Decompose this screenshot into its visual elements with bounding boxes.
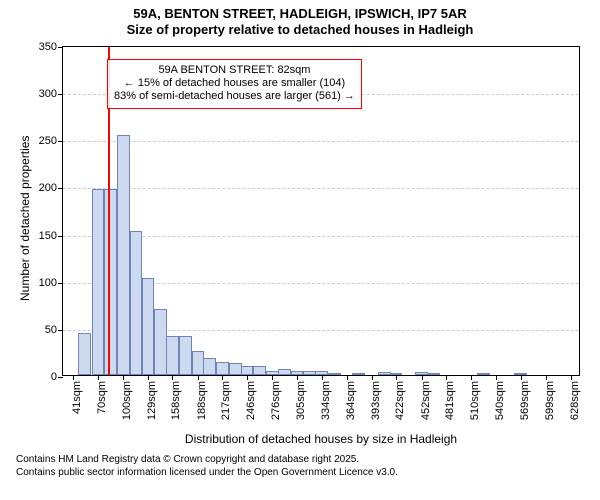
title-line-2: Size of property relative to detached ho… [0, 22, 600, 38]
histogram-bar [78, 333, 91, 375]
x-tick-mark [446, 375, 447, 380]
x-tick-mark [123, 375, 124, 380]
y-tick-label: 50 [45, 324, 63, 336]
histogram-bar [192, 351, 205, 375]
histogram-bar [179, 336, 192, 375]
x-tick-mark [496, 375, 497, 380]
footer-block: Contains HM Land Registry data © Crown c… [0, 454, 398, 479]
x-tick-label: 217sqm [220, 381, 232, 420]
x-tick-label: 452sqm [420, 381, 432, 420]
x-tick-label: 540sqm [494, 381, 506, 420]
title-block: 59A, BENTON STREET, HADLEIGH, IPSWICH, I… [0, 0, 600, 37]
histogram-bar [130, 231, 143, 375]
x-tick-label: 70sqm [96, 381, 108, 414]
histogram-bar [378, 372, 391, 375]
x-tick-mark [422, 375, 423, 380]
y-axis-title: Number of detached properties [18, 136, 32, 301]
x-tick-mark [98, 375, 99, 380]
y-tick-label: 100 [39, 277, 63, 289]
histogram-bar [266, 371, 279, 375]
histogram-bar [142, 278, 155, 375]
title-line-1: 59A, BENTON STREET, HADLEIGH, IPSWICH, I… [0, 6, 600, 22]
x-tick-label: 569sqm [519, 381, 531, 420]
annotation-box: 59A BENTON STREET: 82sqm← 15% of detache… [107, 59, 362, 109]
annotation-line: 59A BENTON STREET: 82sqm [114, 64, 355, 77]
gridline-h [63, 141, 579, 142]
chart-container: 59A, BENTON STREET, HADLEIGH, IPSWICH, I… [0, 0, 600, 500]
y-tick-label: 150 [39, 230, 63, 242]
x-tick-mark [372, 375, 373, 380]
histogram-bar [352, 373, 365, 375]
x-tick-mark [471, 375, 472, 380]
x-tick-mark [73, 375, 74, 380]
x-tick-label: 628sqm [569, 381, 581, 420]
plot-area: 05010015020025030035041sqm70sqm100sqm129… [62, 46, 580, 376]
histogram-bar [253, 366, 266, 375]
x-tick-label: 305sqm [295, 381, 307, 420]
x-tick-label: 129sqm [146, 381, 158, 420]
histogram-bar [514, 373, 527, 375]
x-tick-label: 41sqm [71, 381, 83, 414]
y-tick-label: 0 [51, 371, 63, 383]
x-tick-mark [172, 375, 173, 380]
x-tick-label: 422sqm [394, 381, 406, 420]
x-tick-mark [198, 375, 199, 380]
histogram-bar [154, 309, 167, 375]
histogram-bar [241, 366, 254, 375]
x-tick-mark [546, 375, 547, 380]
footer-line-1: Contains HM Land Registry data © Crown c… [16, 454, 398, 467]
x-tick-label: 510sqm [469, 381, 481, 420]
histogram-bar [328, 373, 341, 375]
x-tick-mark [322, 375, 323, 380]
x-tick-label: 188sqm [196, 381, 208, 420]
x-tick-label: 599sqm [544, 381, 556, 420]
x-tick-mark [222, 375, 223, 380]
x-tick-label: 364sqm [345, 381, 357, 420]
footer-line-2: Contains public sector information licen… [16, 467, 398, 480]
histogram-bar [415, 372, 428, 375]
x-tick-label: 158sqm [170, 381, 182, 420]
y-tick-label: 200 [39, 182, 63, 194]
y-tick-label: 250 [39, 135, 63, 147]
histogram-bar [117, 135, 130, 375]
histogram-bar [203, 358, 216, 375]
x-tick-mark [272, 375, 273, 380]
histogram-bar [229, 363, 242, 375]
histogram-bar [315, 371, 328, 375]
histogram-bar [104, 189, 117, 375]
x-tick-label: 246sqm [245, 381, 257, 420]
x-tick-mark [148, 375, 149, 380]
x-tick-mark [521, 375, 522, 380]
x-tick-mark [247, 375, 248, 380]
histogram-bar [92, 189, 105, 375]
x-tick-mark [396, 375, 397, 380]
x-tick-mark [347, 375, 348, 380]
annotation-line: 83% of semi-detached houses are larger (… [114, 90, 355, 103]
y-tick-label: 300 [39, 88, 63, 100]
gridline-h [63, 188, 579, 189]
histogram-bar [477, 373, 490, 375]
histogram-bar [216, 362, 229, 375]
x-tick-label: 481sqm [444, 381, 456, 420]
x-tick-label: 276sqm [270, 381, 282, 420]
histogram-bar [303, 371, 316, 375]
x-tick-mark [297, 375, 298, 380]
x-tick-label: 393sqm [370, 381, 382, 420]
x-tick-mark [571, 375, 572, 380]
histogram-bar [166, 336, 179, 375]
x-tick-label: 100sqm [121, 381, 133, 420]
histogram-bar [291, 371, 304, 375]
histogram-bar [278, 369, 291, 375]
x-tick-label: 334sqm [320, 381, 332, 420]
x-axis-title: Distribution of detached houses by size … [62, 432, 580, 446]
histogram-bar [427, 373, 440, 375]
annotation-line: ← 15% of detached houses are smaller (10… [114, 77, 355, 90]
y-tick-label: 350 [39, 41, 63, 53]
histogram-bar [390, 373, 403, 375]
